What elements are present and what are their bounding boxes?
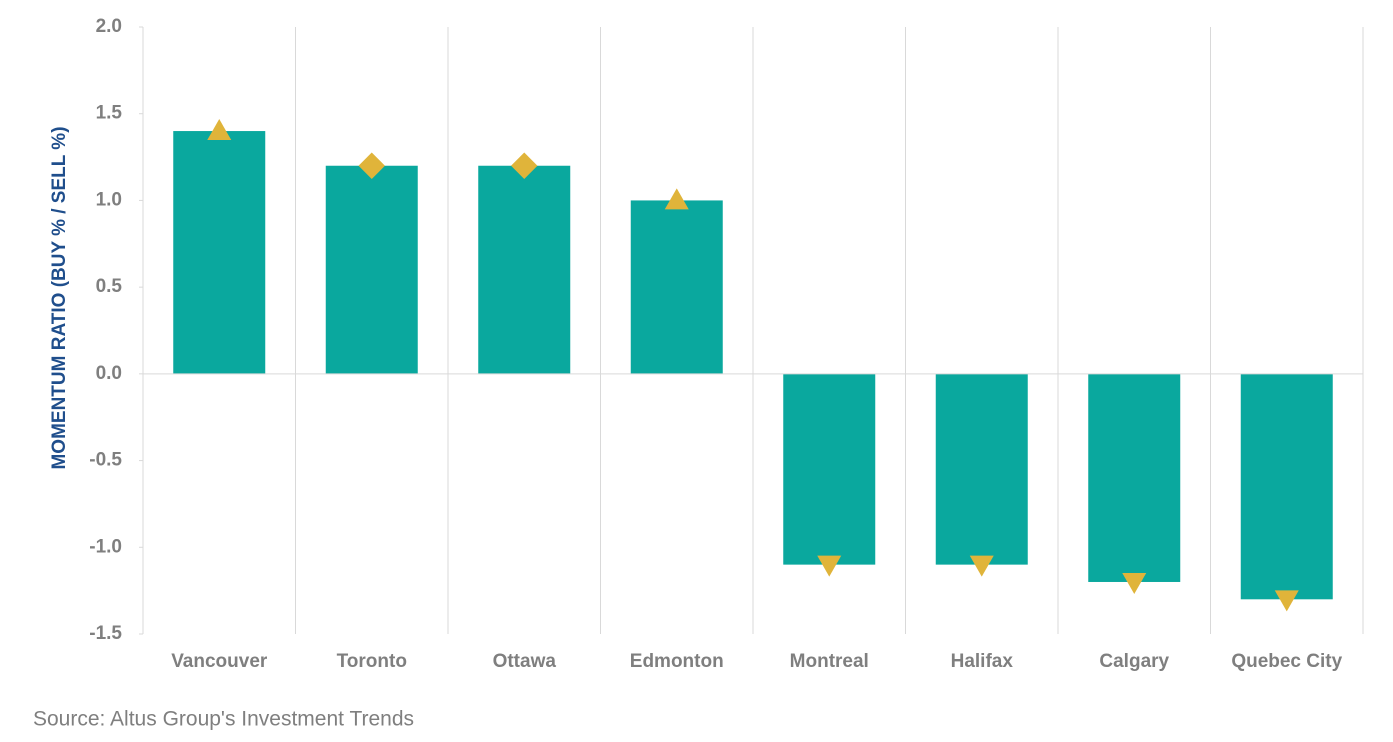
- y-tick-label: 0.5: [96, 276, 123, 297]
- trend-marker: [511, 152, 538, 179]
- bar: [630, 200, 723, 374]
- y-tick-label: 1.0: [96, 189, 122, 210]
- bar: [173, 131, 266, 374]
- trend-marker: [1274, 590, 1299, 612]
- y-tick-label: 1.5: [96, 103, 123, 124]
- y-tick-label: 0.0: [96, 363, 122, 384]
- x-tick-label: Vancouver: [171, 651, 268, 672]
- bar: [478, 165, 571, 374]
- bar: [325, 165, 418, 374]
- bar: [935, 373, 1028, 565]
- trend-marker: [664, 188, 689, 210]
- y-tick-label: -1.5: [89, 623, 122, 644]
- bar: [1088, 373, 1181, 582]
- bar: [783, 373, 876, 565]
- x-tick-label: Ottawa: [493, 651, 557, 672]
- trend-marker: [358, 152, 385, 179]
- y-tick-label: -0.5: [89, 450, 122, 471]
- trend-marker: [1122, 572, 1147, 594]
- source-note: Source: Altus Group's Investment Trends: [33, 708, 414, 731]
- trend-marker: [817, 555, 842, 577]
- bar: [1240, 373, 1333, 600]
- x-tick-label: Toronto: [337, 651, 407, 672]
- y-axis-label: MOMENTUM RATIO (BUY % / SELL %): [49, 126, 70, 469]
- x-tick-label: Quebec City: [1231, 651, 1342, 672]
- x-tick-label: Montreal: [790, 651, 869, 672]
- x-tick-label: Calgary: [1099, 651, 1169, 672]
- y-tick-label: 2.0: [96, 16, 122, 37]
- x-tick-label: Halifax: [951, 651, 1014, 672]
- trend-marker: [207, 119, 232, 141]
- trend-marker: [969, 555, 994, 577]
- x-tick-label: Edmonton: [630, 651, 724, 672]
- y-tick-label: -1.0: [89, 536, 122, 557]
